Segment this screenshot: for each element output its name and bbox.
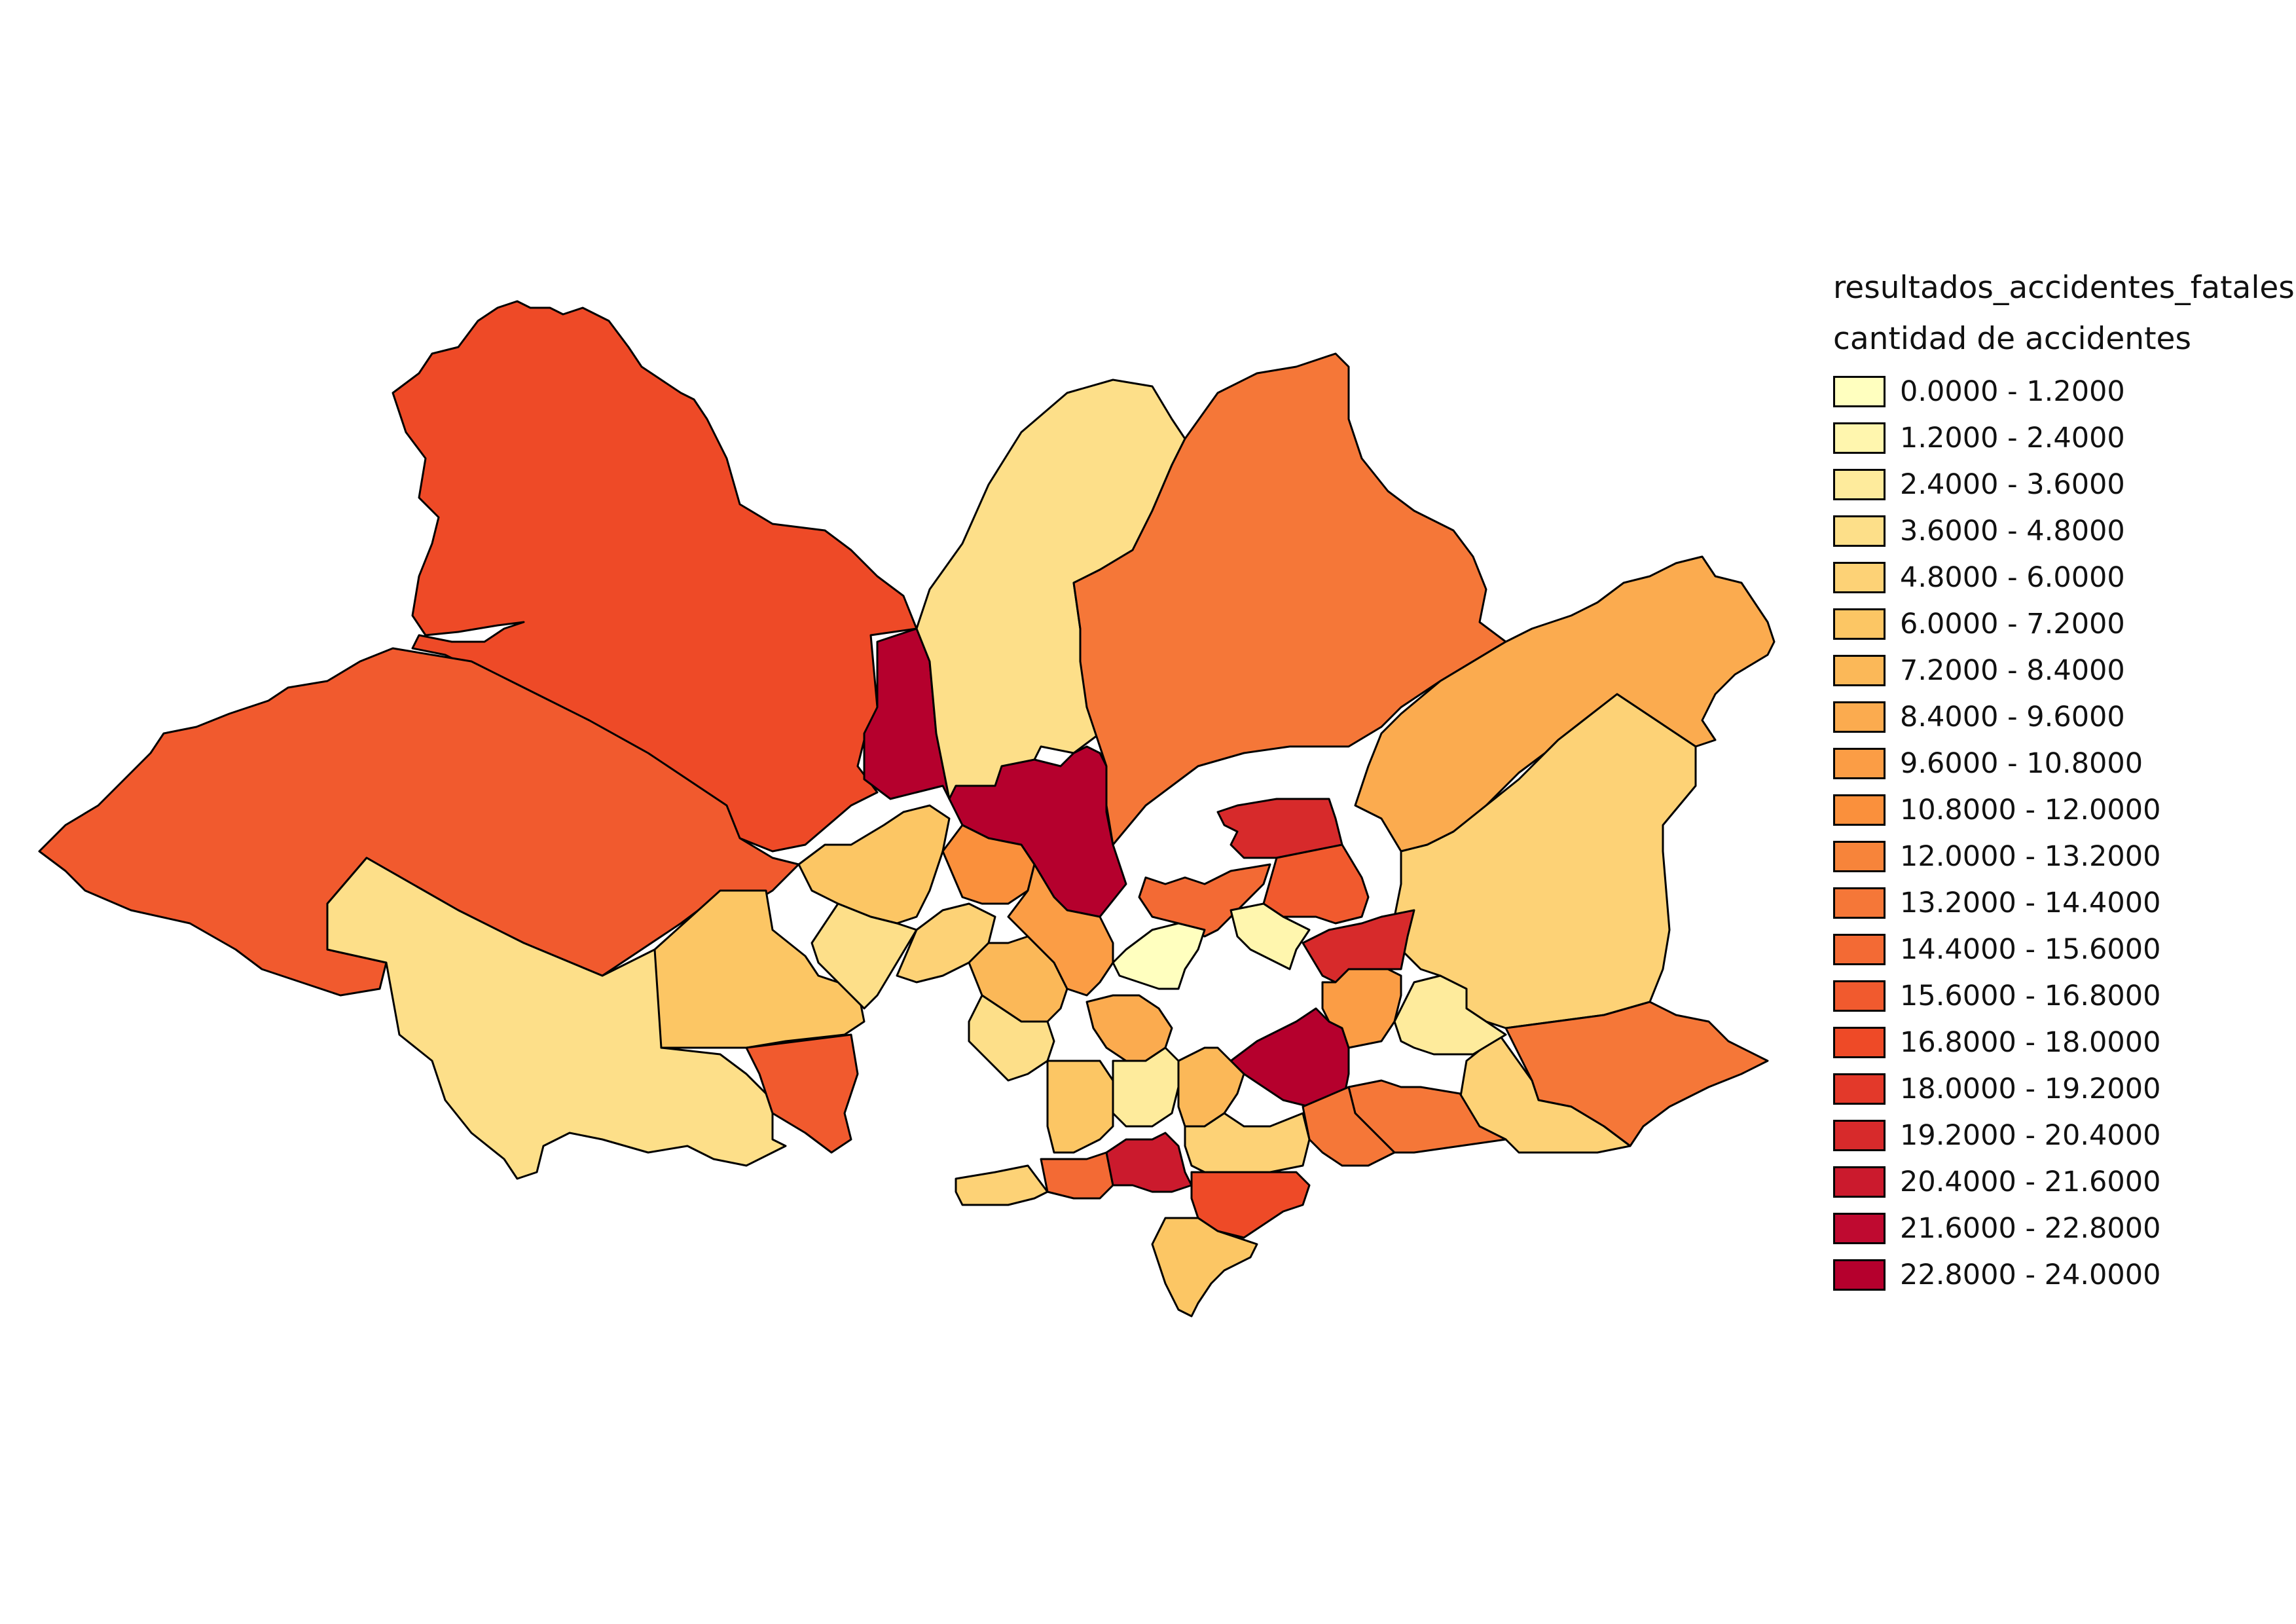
region-inner-j[interactable] — [1177, 1046, 1245, 1128]
legend-swatch — [1833, 608, 1886, 640]
region-center-d[interactable] — [1112, 922, 1206, 990]
legend-row: 13.2000 - 14.4000 — [1833, 879, 2295, 926]
legend-label: 2.4000 - 3.6000 — [1900, 468, 2125, 501]
legend-row: 0.0000 - 1.2000 — [1833, 368, 2295, 415]
legend-label: 12.0000 - 13.2000 — [1900, 840, 2161, 873]
region-west[interactable] — [38, 647, 800, 997]
region-northwest[interactable] — [392, 300, 918, 853]
region-west-coast[interactable] — [745, 1033, 859, 1154]
legend-label: 10.8000 - 12.0000 — [1900, 793, 2161, 826]
region-center-east-dark[interactable] — [1230, 1007, 1350, 1108]
legend-swatch — [1833, 1259, 1886, 1291]
legend-label: 7.2000 - 8.4000 — [1900, 654, 2125, 687]
legend-swatch — [1833, 701, 1886, 733]
legend-swatch — [1833, 1212, 1886, 1244]
region-inner-k[interactable] — [1184, 1112, 1311, 1173]
legend-label: 6.0000 - 7.2000 — [1900, 607, 2125, 640]
legend-swatch — [1833, 561, 1886, 593]
legend-swatch — [1833, 1026, 1886, 1058]
legend-swatch — [1833, 515, 1886, 547]
legend-label: 9.6000 - 10.8000 — [1900, 747, 2143, 780]
legend-label: 15.6000 - 16.8000 — [1900, 979, 2161, 1012]
legend-swatch — [1833, 747, 1886, 779]
legend-row: 18.0000 - 19.2000 — [1833, 1065, 2295, 1112]
region-far-west[interactable] — [326, 857, 787, 1180]
legend-row: 19.2000 - 20.4000 — [1833, 1112, 2295, 1158]
legend-row: 14.4000 - 15.6000 — [1833, 926, 2295, 972]
legend-row: 1.2000 - 2.4000 — [1833, 415, 2295, 461]
legend-row: 2.4000 - 3.6000 — [1833, 461, 2295, 507]
legend-swatch — [1833, 887, 1886, 919]
region-south-center-b[interactable] — [1302, 1086, 1396, 1167]
legend-row: 9.6000 - 10.8000 — [1833, 740, 2295, 786]
region-east-north[interactable] — [1354, 555, 1776, 853]
legend-row: 21.6000 - 22.8000 — [1833, 1205, 2295, 1251]
legend-layer-title: resultados_accidentes_fatales — [1833, 270, 2295, 306]
legend-row: 12.0000 - 13.2000 — [1833, 833, 2295, 879]
legend-swatch — [1833, 1166, 1886, 1198]
legend-label: 22.8000 - 24.0000 — [1900, 1258, 2161, 1291]
legend-label: 16.8000 - 18.0000 — [1900, 1025, 2161, 1059]
legend-row: 16.8000 - 18.0000 — [1833, 1019, 2295, 1065]
legend-label: 19.2000 - 20.4000 — [1900, 1118, 2161, 1152]
legend-row: 8.4000 - 9.6000 — [1833, 693, 2295, 740]
region-east[interactable] — [1393, 693, 1697, 1029]
legend-swatch — [1833, 933, 1886, 965]
legend-classes: 0.0000 - 1.2000 1.2000 - 2.4000 2.4000 - 3… — [1833, 368, 2295, 1298]
legend-swatch — [1833, 980, 1886, 1012]
region-inner-i[interactable] — [1112, 1046, 1180, 1128]
map-legend: resultados_accidentes_fatales cantidad d… — [1833, 268, 2295, 1298]
map-regions — [38, 300, 1776, 1318]
legend-swatch — [1833, 840, 1886, 872]
region-south-b[interactable] — [1105, 1132, 1193, 1193]
region-inner-b[interactable] — [811, 902, 918, 1010]
legend-row: 4.8000 - 6.0000 — [1833, 554, 2295, 600]
legend-swatch — [1833, 422, 1886, 454]
region-south-d[interactable] — [955, 1164, 1049, 1206]
legend-row: 3.6000 - 4.8000 — [1833, 507, 2295, 554]
legend-label: 4.8000 - 6.0000 — [1900, 561, 2125, 594]
region-inner-l[interactable] — [1007, 863, 1114, 997]
region-inner-g[interactable] — [1046, 1060, 1114, 1154]
region-center-east-mid[interactable] — [1321, 968, 1402, 1049]
region-south-e[interactable] — [1151, 1217, 1258, 1318]
region-northeast[interactable] — [1072, 352, 1507, 846]
legend-label: 18.0000 - 19.2000 — [1900, 1072, 2161, 1105]
region-center-e[interactable] — [1230, 902, 1311, 970]
legend-swatch — [1833, 794, 1886, 826]
legend-label: 13.2000 - 14.4000 — [1900, 886, 2161, 919]
legend-row: 22.8000 - 24.0000 — [1833, 1251, 2295, 1298]
legend-label: 21.6000 - 22.8000 — [1900, 1211, 2161, 1245]
legend-swatch — [1833, 654, 1886, 686]
legend-row: 20.4000 - 21.6000 — [1833, 1158, 2295, 1205]
legend-swatch — [1833, 468, 1886, 500]
legend-row: 7.2000 - 8.4000 — [1833, 647, 2295, 693]
legend-row: 15.6000 - 16.8000 — [1833, 972, 2295, 1019]
legend-label: 3.6000 - 4.8000 — [1900, 514, 2125, 547]
legend-label: 1.2000 - 2.4000 — [1900, 421, 2125, 454]
legend-row: 10.8000 - 12.0000 — [1833, 786, 2295, 833]
legend-label: 20.4000 - 21.6000 — [1900, 1165, 2161, 1198]
legend-field-title: cantidad de accidentes — [1833, 321, 2191, 357]
legend-label: 14.4000 - 15.6000 — [1900, 932, 2161, 966]
region-south-a[interactable] — [1040, 1151, 1114, 1200]
legend-swatch — [1833, 1119, 1886, 1151]
region-center-east-light[interactable] — [1393, 974, 1507, 1056]
legend-row: 6.0000 - 7.2000 — [1833, 600, 2295, 647]
legend-label: 8.4000 - 9.6000 — [1900, 700, 2125, 733]
legend-label: 0.0000 - 1.2000 — [1900, 375, 2125, 408]
legend-swatch — [1833, 1073, 1886, 1105]
region-inner-f[interactable] — [968, 994, 1055, 1082]
region-center-b[interactable] — [1262, 843, 1370, 925]
legend-swatch — [1833, 375, 1886, 407]
region-center-c[interactable] — [1138, 863, 1271, 938]
